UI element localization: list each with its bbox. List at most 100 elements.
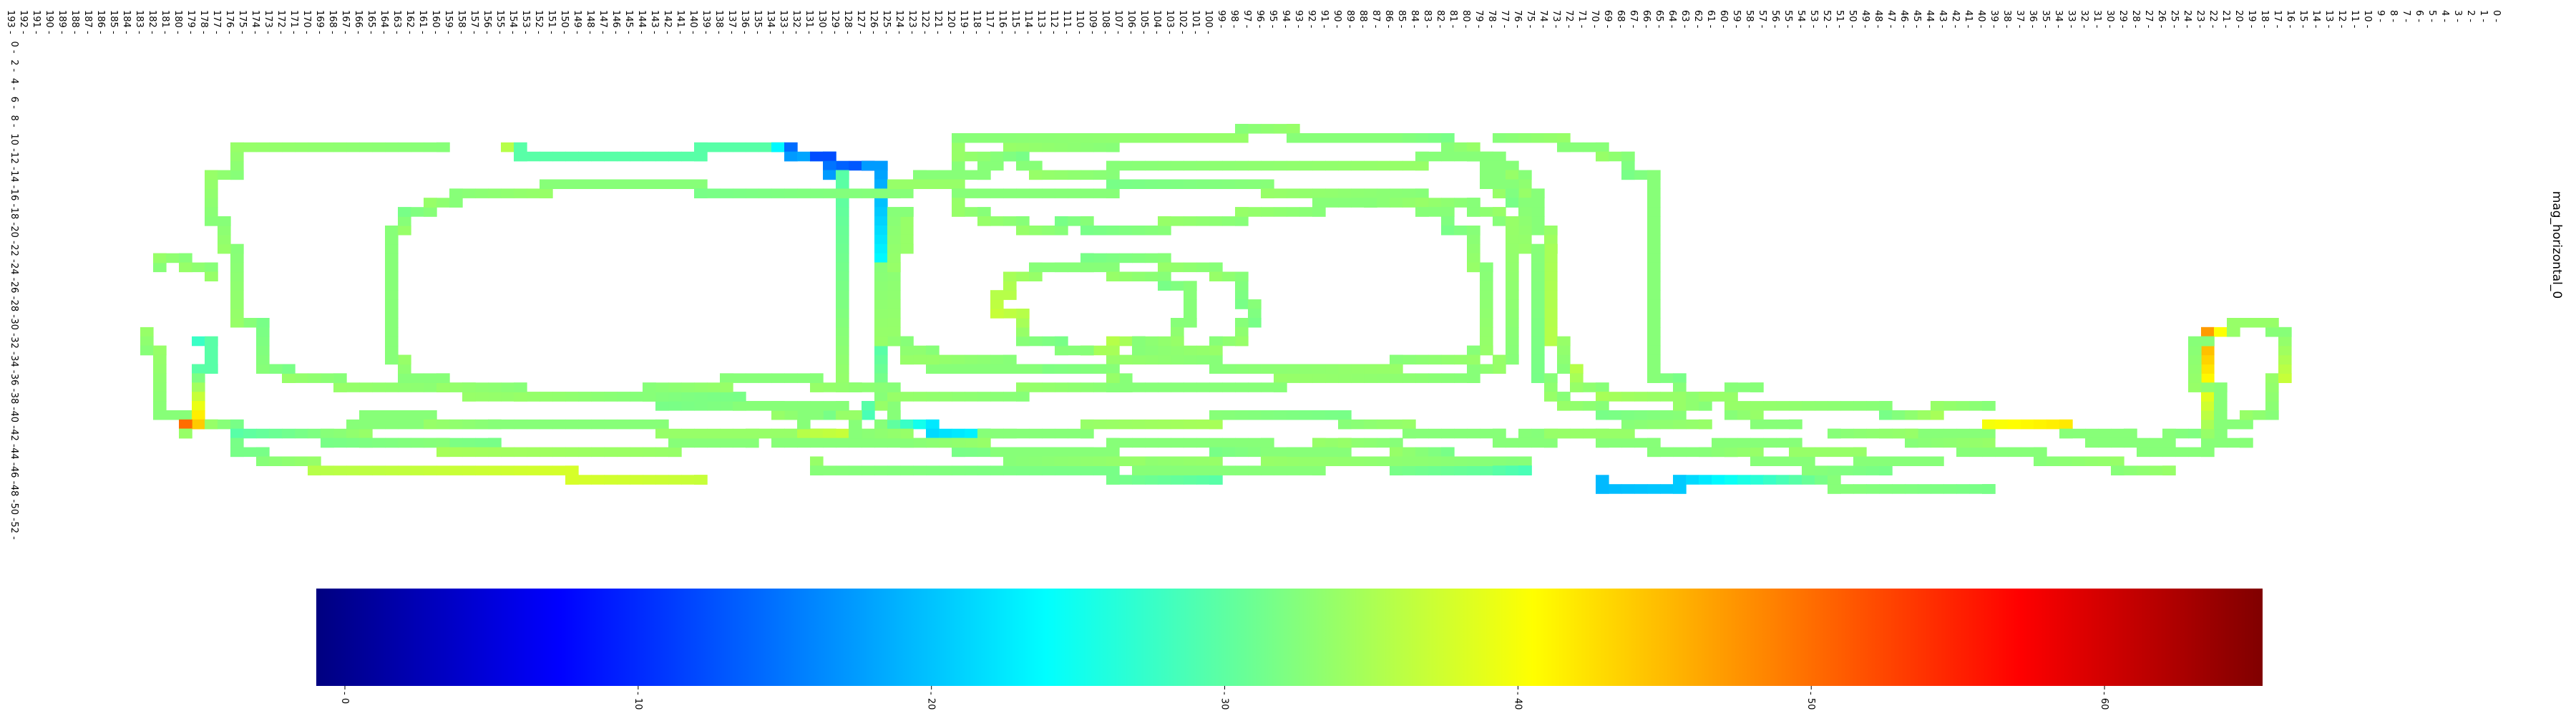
heatmap-cell <box>1480 326 1493 337</box>
heatmap-cell <box>179 419 192 430</box>
heatmap-cell <box>1042 336 1055 347</box>
heatmap-cell <box>1184 345 1197 356</box>
heatmap-cell <box>1905 428 1918 439</box>
heatmap-cell <box>617 392 630 402</box>
heatmap-cell <box>424 207 437 217</box>
heatmap-cell <box>1892 410 1906 420</box>
heatmap-cell <box>1634 392 1648 402</box>
heatmap-cell <box>874 290 888 300</box>
x-tick-label: 177 - <box>211 10 222 34</box>
heatmap-cell <box>1235 410 1249 420</box>
heatmap-cell <box>1248 124 1262 134</box>
heatmap-cell <box>810 456 824 466</box>
heatmap-cell <box>1866 428 1880 439</box>
x-tick-label: 91 - <box>1319 10 1330 29</box>
heatmap-cell <box>1531 281 1545 291</box>
heatmap-cell <box>1415 188 1429 198</box>
heatmap-cell <box>2214 326 2228 337</box>
heatmap-cell <box>862 428 875 439</box>
heatmap-cell <box>1750 447 1764 458</box>
heatmap-cell <box>707 437 721 448</box>
heatmap-cell <box>1235 124 1249 134</box>
heatmap-cell <box>849 465 862 475</box>
heatmap-cell <box>746 401 759 411</box>
heatmap-cell <box>1042 142 1055 153</box>
heatmap-cell <box>900 179 914 189</box>
x-tick-label: 148 - <box>585 10 595 34</box>
heatmap-cell <box>385 419 399 430</box>
heatmap-cell <box>1158 271 1171 281</box>
heatmap-cell <box>836 428 849 439</box>
heatmap-cell <box>1299 207 1313 217</box>
heatmap-cell <box>694 437 708 448</box>
heatmap-cell <box>1570 142 1584 153</box>
heatmap-cell <box>1609 428 1622 439</box>
heatmap-cell <box>333 465 347 475</box>
heatmap-cell <box>449 465 463 475</box>
heatmap-cell <box>1815 465 1828 475</box>
heatmap-cell <box>1274 207 1287 217</box>
heatmap-cell <box>1428 151 1442 162</box>
heatmap-cell <box>2201 326 2215 337</box>
heatmap-cell <box>1673 419 1687 430</box>
heatmap-cell <box>874 226 888 236</box>
heatmap-cell <box>1145 160 1158 171</box>
heatmap-cell <box>1003 456 1017 466</box>
heatmap-cell <box>1119 382 1133 392</box>
heatmap-cell <box>1840 484 1854 494</box>
heatmap-cell <box>849 410 862 420</box>
x-tick-label: 45 - <box>1911 10 1922 29</box>
heatmap-cell <box>952 465 965 475</box>
heatmap-cell <box>1544 437 1558 448</box>
heatmap-cell <box>643 419 656 430</box>
heatmap-cell <box>1093 345 1107 356</box>
heatmap-cell <box>205 271 218 281</box>
heatmap-cell <box>1287 456 1300 466</box>
heatmap-cell <box>643 392 656 402</box>
heatmap-cell <box>385 262 399 273</box>
x-tick-label: 141 - <box>675 10 686 34</box>
heatmap-cell <box>874 392 888 402</box>
heatmap-cell <box>1196 382 1210 392</box>
colorbar-tick-label: - 60 <box>2099 692 2109 710</box>
heatmap-cell <box>2214 401 2228 411</box>
heatmap-cell <box>1196 437 1210 448</box>
heatmap-cell <box>1080 465 1094 475</box>
heatmap-cell <box>655 151 669 162</box>
heatmap-cell <box>1518 170 1532 180</box>
heatmap-cell <box>1493 179 1506 189</box>
heatmap-cell <box>1222 364 1236 374</box>
heatmap-cell <box>1995 419 2009 430</box>
heatmap-cell <box>1196 345 1210 356</box>
heatmap-cell <box>1673 382 1687 392</box>
x-tick-label: 111 - <box>1061 10 1072 34</box>
heatmap-cell <box>1055 364 1068 374</box>
x-tick-label: 128 - <box>842 10 853 34</box>
heatmap-cell <box>887 318 901 328</box>
heatmap-cell <box>1647 318 1661 328</box>
heatmap-cell <box>269 142 283 153</box>
heatmap-cell <box>1209 447 1223 458</box>
heatmap-cell <box>230 299 244 309</box>
x-tick-label: 119 - <box>958 10 969 34</box>
heatmap-cell <box>475 465 489 475</box>
heatmap-cell <box>952 392 965 402</box>
heatmap-cell <box>965 151 978 162</box>
heatmap-cell <box>1506 271 1519 281</box>
heatmap-cell <box>1544 309 1558 319</box>
heatmap-cell <box>849 419 862 430</box>
heatmap-cell <box>758 188 772 198</box>
heatmap-cell <box>1158 345 1171 356</box>
heatmap-cell <box>887 262 901 273</box>
heatmap-cell <box>1518 198 1532 208</box>
heatmap-cell <box>1647 309 1661 319</box>
heatmap-cell <box>2059 456 2073 466</box>
heatmap-cell <box>1351 188 1365 198</box>
heatmap-cell <box>2137 447 2150 458</box>
heatmap-cell <box>462 437 476 448</box>
heatmap-cell <box>1724 401 1738 411</box>
heatmap-cell <box>887 281 901 291</box>
heatmap-cell <box>887 309 901 319</box>
heatmap-cell <box>591 392 605 402</box>
heatmap-cell <box>1171 345 1184 356</box>
